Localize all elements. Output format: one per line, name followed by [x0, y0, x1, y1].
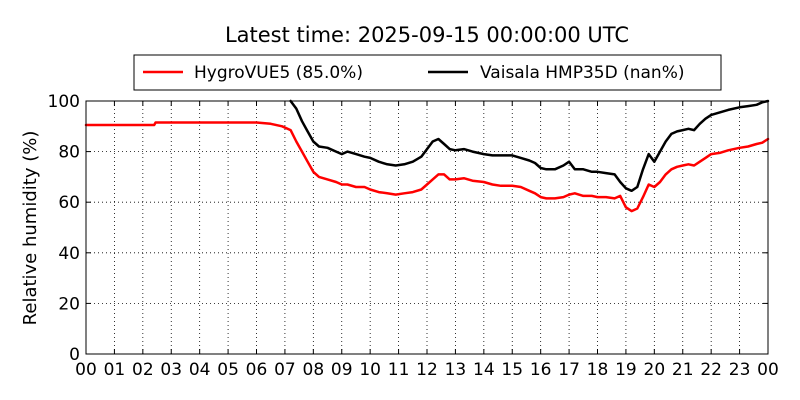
- ticks: [85, 100, 769, 355]
- series-line-vaisala: [289, 99, 770, 193]
- y-tick-label: 20: [58, 294, 80, 314]
- x-tick-label: 02: [132, 360, 154, 380]
- x-tick-label: 17: [558, 360, 580, 380]
- x-tick-label: 09: [331, 360, 353, 380]
- y-tick-labels: 0 20 40 60 80 100: [48, 92, 80, 365]
- legend: HygroVUE5 (85.0%) Vaisala HMP35D (nan%): [133, 54, 722, 91]
- x-tick-label: 11: [388, 360, 410, 380]
- legend-box: [133, 54, 722, 91]
- x-tick-label: 23: [729, 360, 751, 380]
- x-tick-label: 05: [217, 360, 239, 380]
- grid: [86, 101, 768, 354]
- y-tick-label: 0: [69, 345, 80, 365]
- x-tick-label: 04: [189, 360, 211, 380]
- x-tick-label: 00: [75, 360, 97, 380]
- x-tick-label: 12: [416, 360, 438, 380]
- plot-area-frame: [85, 100, 769, 355]
- x-tick-label: 15: [501, 360, 523, 380]
- x-tick-label: 14: [473, 360, 495, 380]
- x-tick-label: 00: [757, 360, 779, 380]
- x-tick-label: 03: [160, 360, 182, 380]
- x-tick-label: 16: [530, 360, 552, 380]
- x-tick-label: 08: [303, 360, 325, 380]
- x-tick-labels: 00 01 02 03 04 05 06 07 08 09 10 11 12 13 14 15 16 17 18 19…: [75, 360, 779, 380]
- x-tick-label: 13: [445, 360, 467, 380]
- y-axis-label: Relative humidity (%): [20, 131, 41, 326]
- x-tick-label: 10: [359, 360, 381, 380]
- y-tick-label: 60: [58, 193, 80, 213]
- x-tick-label: 07: [274, 360, 296, 380]
- x-tick-label: 06: [246, 360, 268, 380]
- chart-title: Latest time: 2025-09-15 00:00:00 UTC: [225, 23, 629, 47]
- legend-label-hygrovue5: HygroVUE5 (85.0%): [194, 63, 363, 83]
- legend-label-vaisala: Vaisala HMP35D (nan%): [480, 63, 684, 83]
- x-tick-label: 22: [700, 360, 722, 380]
- y-tick-label: 80: [58, 143, 80, 163]
- x-tick-label: 20: [644, 360, 666, 380]
- y-tick-label: 100: [48, 92, 80, 112]
- series-lines: [84, 99, 770, 213]
- x-tick-label: 01: [104, 360, 126, 380]
- x-tick-label: 21: [672, 360, 694, 380]
- y-tick-label: 40: [58, 244, 80, 264]
- x-tick-label: 19: [615, 360, 637, 380]
- series-line-hygrovue5: [84, 121, 770, 213]
- x-tick-label: 18: [587, 360, 609, 380]
